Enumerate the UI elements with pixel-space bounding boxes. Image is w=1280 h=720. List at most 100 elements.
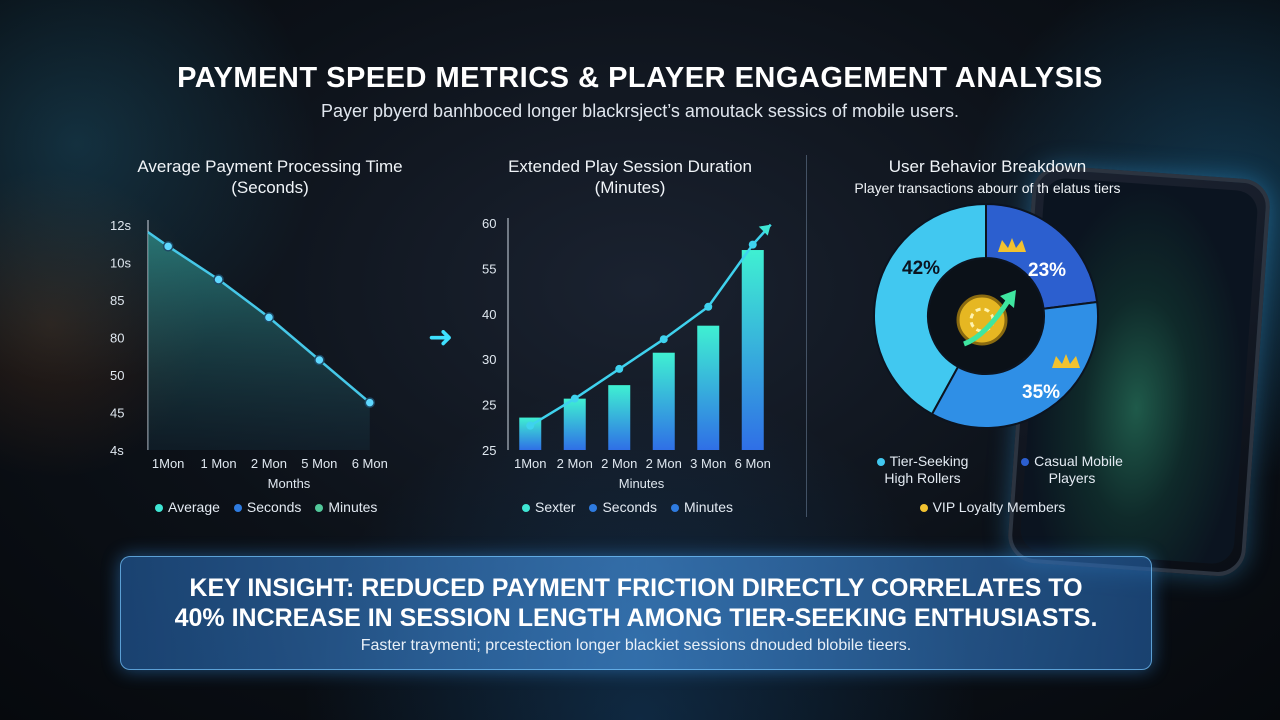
key-insight-line1: KEY INSIGHT: REDUCED PAYMENT FRICTION DI… <box>189 574 1083 602</box>
y-tick-label: 25 <box>482 398 496 413</box>
key-insight-banner: KEY INSIGHT: REDUCED PAYMENT FRICTION DI… <box>120 556 1152 670</box>
legend-dot <box>1021 458 1030 467</box>
pie-percent-label: 42% <box>902 258 940 279</box>
pie-legend-item: VIP Loyalty Members <box>905 499 1080 516</box>
legend-item: Sexter <box>522 499 575 515</box>
line-point <box>364 397 376 408</box>
line-point <box>213 274 224 285</box>
x-tick-label: 3 Mon <box>690 456 726 471</box>
growth-arrowhead <box>1000 290 1016 308</box>
bar <box>697 325 720 450</box>
pie-legend-item: Tier-Seeking High Rollers <box>870 453 975 487</box>
trend-point <box>748 240 757 249</box>
right-arrow-icon: ➜ <box>428 321 454 354</box>
trend-point <box>615 364 624 373</box>
legend-item: Minutes <box>315 499 377 515</box>
pie-chart: 42% 23% 35% <box>873 202 1099 429</box>
bar-chart-legend: Sexter Seconds Minutes <box>522 499 733 515</box>
legend-label: Average <box>168 499 220 515</box>
line-chart-title: Average Payment Processing Time (Seconds… <box>100 156 440 198</box>
legend-item: Seconds <box>589 499 657 515</box>
legend-label: Sexter <box>535 499 576 515</box>
bar-chart: 60 55 40 30 25 25 1Mon 2 Mon 2 Mon 2 Mon 3 Mon 6 Mo… <box>482 216 772 491</box>
key-insight-headline: KEY INSIGHT: REDUCED PAYMENT FRICTION DI… <box>121 573 1151 633</box>
legend-item: Minutes <box>670 499 733 515</box>
legend-dot <box>155 504 163 513</box>
trend-point <box>659 335 668 344</box>
crown-icon <box>1052 354 1080 368</box>
x-tick-label: 5 Mon <box>301 456 337 471</box>
y-tick-label: 55 <box>482 261 496 276</box>
pie-chart-subtitle: Player transactions abourr of th elatus … <box>854 180 1121 196</box>
page-subtitle: Payer pbyerd banhboced longer blackrsjec… <box>321 101 959 121</box>
page-title: PAYMENT SPEED METRICS & PLAYER ENGAGEMEN… <box>177 62 1103 94</box>
y-tick-label: 50 <box>110 368 124 383</box>
trend-point <box>526 421 535 430</box>
x-tick-label: 2 Mon <box>601 456 637 471</box>
bar-chart-title-line1: Extended Play Session Duration <box>508 157 752 176</box>
legend-dot <box>670 504 679 513</box>
legend-dot <box>522 504 530 513</box>
trend-arrowhead <box>758 224 771 236</box>
x-tick-label: 1Mon <box>152 456 185 471</box>
line-point <box>162 241 174 252</box>
x-tick-label: 6 Mon <box>352 456 388 471</box>
bar <box>608 385 631 450</box>
bar-chart-title-line2: (Minutes) <box>594 178 666 197</box>
line-point <box>263 312 275 323</box>
y-tick-label: 80 <box>110 331 124 346</box>
x-tick-label: 1Mon <box>514 456 547 471</box>
x-tick-label: 2 Mon <box>646 456 682 471</box>
pie-chart-title: User Behavior Breakdown <box>888 157 1087 176</box>
y-tick-label: 4s <box>110 443 124 458</box>
legend-label: Seconds <box>602 499 657 515</box>
y-tick-label: 12s <box>110 218 131 233</box>
pie-slice <box>985 202 1099 310</box>
trend-line <box>529 223 772 427</box>
legend-label: Tier-Seeking High Rollers <box>884 453 969 486</box>
legend-label: Casual Mobile Players <box>1034 453 1123 486</box>
pie-percent-label: 23% <box>1028 260 1066 281</box>
bar <box>652 352 675 450</box>
x-tick-label: 6 Mon <box>735 456 771 471</box>
pie-legend-item: Casual Mobile Players <box>1012 453 1132 487</box>
trend-point <box>704 302 713 311</box>
legend-dot <box>919 504 928 513</box>
pie-percent-label: 35% <box>1022 382 1060 403</box>
legend-label: Minutes <box>328 499 378 515</box>
x-tick-label: 1 Mon <box>200 456 236 471</box>
pie-slice <box>930 300 1099 429</box>
legend-dot <box>233 504 242 513</box>
legend-label: Minutes <box>683 499 733 515</box>
legend-dot <box>589 504 598 513</box>
bar-chart-title: Extended Play Session Duration (Minutes) <box>470 156 790 198</box>
x-tick-label: 2 Mon <box>557 456 593 471</box>
growth-arrow <box>963 296 1013 347</box>
y-tick-label: 85 <box>110 293 124 308</box>
bar <box>519 417 542 450</box>
key-insight-body: Faster traymenti; prcestection longer bl… <box>360 637 912 654</box>
legend-label: VIP Loyalty Members <box>932 499 1066 515</box>
bar <box>563 398 586 450</box>
y-tick-label: 10s <box>110 256 131 271</box>
y-tick-label: 30 <box>482 352 496 367</box>
line-point <box>314 354 325 366</box>
legend-label: Seconds <box>246 499 302 515</box>
line-chart-title-line1: Average Payment Processing Time <box>137 157 403 176</box>
key-insight-line2: 40% INCREASE IN SESSION LENGTH AMONG TIE… <box>174 604 1098 632</box>
y-tick-label: 40 <box>482 307 496 322</box>
trend-point <box>570 394 579 403</box>
y-tick-label: 45 <box>110 406 124 421</box>
legend-dot <box>315 504 324 513</box>
line-area-fill <box>148 232 370 450</box>
legend-dot <box>876 458 885 467</box>
y-tick-label: 25 <box>482 443 496 458</box>
legend-item: Seconds <box>233 499 302 515</box>
bar <box>741 250 764 450</box>
line-chart: 12s 10s 85 80 50 45 4s 1Mon 1 Mon 2 Mon 5 Mon 6 Mon… <box>110 218 388 491</box>
x-axis-label: Months <box>268 476 311 491</box>
chips-growth-icon <box>956 294 1008 346</box>
crown-icon <box>998 238 1026 252</box>
legend-item: Average <box>155 499 220 515</box>
line-chart-title-line2: (Seconds) <box>231 178 309 197</box>
